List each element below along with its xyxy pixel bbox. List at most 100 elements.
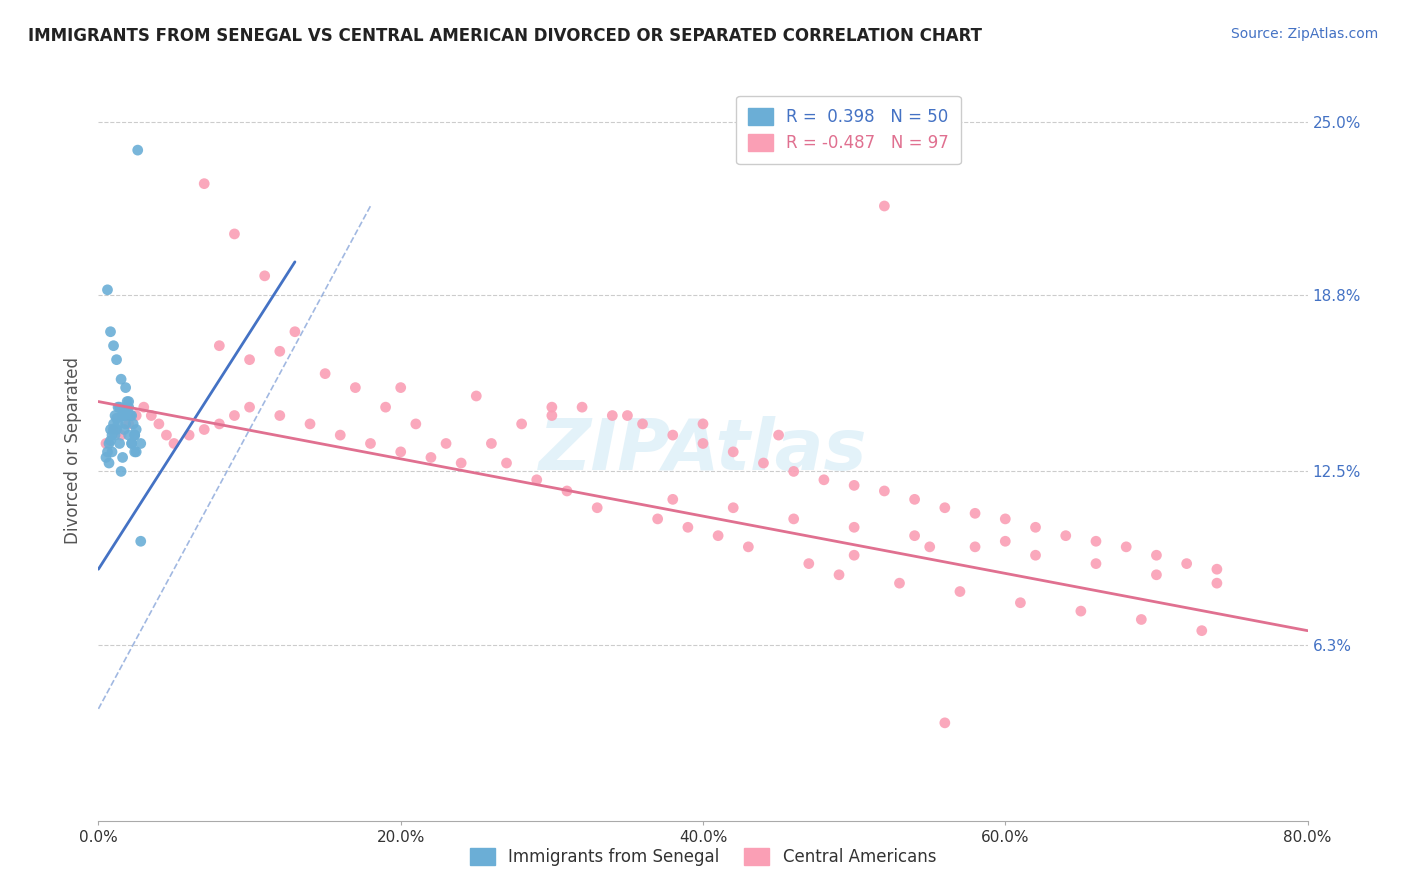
Point [124,445,146,459]
Point [783,512,806,526]
Point [155,428,177,442]
Point [114,417,136,431]
Point [239,400,262,414]
Point [121,436,143,450]
Point [647,512,669,526]
Point [121,436,143,450]
Point [132,400,155,414]
Point [510,417,533,431]
Point [420,450,443,465]
Point [934,500,956,515]
Point [571,400,593,414]
Point [269,344,291,359]
Point [676,520,699,534]
Point [661,428,683,442]
Point [360,436,382,450]
Text: ZIPAtlas: ZIPAtlas [538,416,868,485]
Point [253,268,276,283]
Point [434,436,457,450]
Point [344,381,367,395]
Point [120,409,142,423]
Point [329,428,352,442]
Point [112,423,135,437]
Point [707,529,730,543]
Point [141,409,163,423]
Point [110,428,132,442]
Point [389,381,412,395]
Point [692,417,714,431]
Text: IMMIGRANTS FROM SENEGAL VS CENTRAL AMERICAN DIVORCED OR SEPARATED CORRELATION CH: IMMIGRANTS FROM SENEGAL VS CENTRAL AMERI… [28,27,983,45]
Point [111,409,134,423]
Point [269,409,291,423]
Point [631,417,654,431]
Point [873,199,896,213]
Point [1115,540,1137,554]
Point [844,520,866,534]
Point [1010,596,1032,610]
Point [224,409,246,423]
Point [108,400,131,414]
Point [374,400,396,414]
Point [114,409,136,423]
Point [121,409,143,423]
Point [193,423,215,437]
Point [692,436,714,450]
Point [965,540,987,554]
Point [661,492,683,507]
Point [540,400,562,414]
Point [115,394,138,409]
Point [949,584,972,599]
Point [1144,548,1167,562]
Point [797,557,820,571]
Point [844,478,866,492]
Point [540,409,562,423]
Point [616,409,638,423]
Point [108,436,131,450]
Point [114,381,136,395]
Point [737,540,759,554]
Point [193,177,215,191]
Point [465,389,488,403]
Point [481,436,503,450]
Point [163,436,186,450]
Point [723,445,745,459]
Point [98,436,121,450]
Point [96,445,118,459]
Point [103,417,125,431]
Point [94,436,117,450]
Point [844,548,866,562]
Point [208,417,231,431]
Point [934,715,956,730]
Point [752,456,775,470]
Point [125,445,148,459]
Point [100,325,122,339]
Point [94,450,117,465]
Point [768,428,790,442]
Point [1085,557,1108,571]
Point [100,434,122,448]
Point [813,473,835,487]
Point [105,423,128,437]
Point [208,339,231,353]
Point [125,423,148,437]
Point [101,445,124,459]
Point [129,436,152,450]
Point [1070,604,1092,618]
Point [101,428,124,442]
Point [1085,534,1108,549]
Point [873,483,896,498]
Point [122,417,145,431]
Point [125,409,148,423]
Point [994,534,1017,549]
Point [120,409,142,423]
Point [110,464,132,478]
Point [224,227,246,241]
Y-axis label: Divorced or Separated: Divorced or Separated [65,357,83,544]
Point [118,394,141,409]
Point [889,576,911,591]
Point [904,529,927,543]
Point [828,567,851,582]
Point [495,456,517,470]
Point [104,409,127,423]
Point [110,372,132,386]
